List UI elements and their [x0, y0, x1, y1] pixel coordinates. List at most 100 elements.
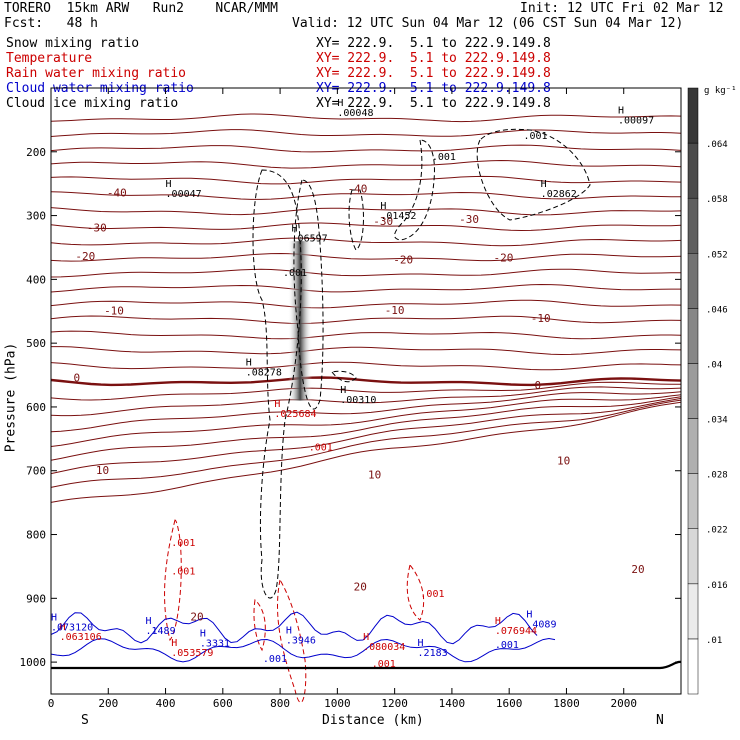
temperature-label: -20	[393, 253, 413, 266]
isotherm-line	[50, 386, 682, 417]
x-end-label-left: S	[81, 713, 89, 728]
rain-contour	[277, 578, 307, 703]
cloud-ice-contour	[252, 169, 302, 599]
colorbar-tick-label: .058	[706, 195, 728, 205]
colorbar-tick-label: .028	[706, 471, 728, 481]
isotherm-line	[50, 391, 682, 433]
contour-label: .001	[171, 538, 195, 549]
isotherm-line	[50, 175, 682, 185]
extremum-label: H .3331	[200, 629, 230, 650]
colorbar-unit: g kg⁻¹	[704, 86, 737, 96]
x-tick-label: 400	[156, 697, 176, 710]
cloud-ice-contour	[394, 139, 435, 241]
temperature-label: -40	[347, 183, 367, 196]
field-xy-cloud-ice: XY= 222.9. 5.1 to 222.9.149.8	[316, 96, 551, 111]
y-axis-label: Pressure (hPa)	[3, 342, 19, 453]
colorbar-tick-label: .034	[706, 416, 728, 426]
x-axis-label: Distance (km)	[322, 713, 424, 728]
extremum-label: H .00048	[337, 98, 373, 119]
contour-label: .001	[432, 152, 456, 163]
temperature-label: 20	[190, 611, 203, 624]
extremum-label: H .02862	[541, 179, 577, 200]
isotherm-line	[50, 361, 682, 371]
temperature-label: -10	[104, 304, 124, 317]
temperature-label: 10	[368, 468, 381, 481]
contour-label: .001	[309, 442, 333, 453]
temperature-label: -10	[531, 312, 551, 325]
field-name-snow: Snow mixing ratio	[6, 36, 140, 51]
y-tick-label: 700	[26, 465, 46, 478]
temperature-label: 0	[73, 371, 80, 384]
y-tick-label: 400	[26, 273, 46, 286]
ground-line	[51, 660, 682, 670]
colorbar-segment	[687, 418, 699, 474]
colorbar-tick-label: .04	[706, 360, 722, 370]
isotherm-line	[50, 283, 681, 293]
isotherm-line	[50, 397, 682, 475]
isotherm-line	[50, 113, 682, 123]
field-xy-temperature: XY= 222.9. 5.1 to 222.9.149.8	[316, 51, 551, 66]
plot-frame	[50, 87, 682, 695]
forecast-hour: Fcst: 48 h	[4, 16, 98, 31]
rain-contour	[253, 598, 266, 652]
temperature-label: -20	[75, 250, 95, 263]
extremum-label: H .073120	[51, 613, 93, 634]
y-tick-label: 300	[26, 210, 46, 223]
field-name-temperature: Temperature	[6, 51, 93, 66]
y-tick-label: 600	[26, 401, 46, 414]
y-tick-label: 500	[26, 337, 46, 350]
colorbar-segment	[687, 253, 699, 309]
contour-label: .001	[420, 589, 444, 600]
extremum-label: H .1489	[146, 616, 176, 637]
cloud-ice-contour	[293, 179, 324, 410]
isotherm-line	[50, 237, 682, 247]
isotherm-line	[50, 396, 682, 461]
cloud-water-contour	[50, 637, 556, 663]
isotherm-line	[50, 381, 682, 401]
x-tick-label: 1200	[381, 697, 408, 710]
temperature-label: -20	[494, 252, 514, 265]
isotherm-line	[50, 376, 682, 387]
colorbar-tick-label: .022	[706, 526, 728, 536]
extremum-label: H .08278	[246, 357, 282, 378]
colorbar-tick-label: .064	[706, 140, 728, 150]
x-end-label-right: N	[656, 713, 664, 728]
isotherm-line	[50, 222, 682, 232]
colorbar-segment	[687, 87, 699, 144]
colorbar-tick-label: .052	[706, 250, 728, 260]
extremum-label: H .063106	[60, 622, 102, 643]
field-xy-rain: XY= 222.9. 5.1 to 222.9.149.8	[316, 66, 551, 81]
x-tick-label: 800	[270, 697, 290, 710]
extremum-label: H .06597	[292, 224, 328, 245]
contour-label: .001	[372, 659, 396, 670]
contour-label: .001	[171, 567, 195, 578]
x-tick-label: 600	[213, 697, 233, 710]
temperature-label: -30	[373, 215, 393, 228]
colorbar-segment	[687, 583, 699, 640]
x-tick-label: 1000	[324, 697, 351, 710]
y-tick-label: 900	[26, 592, 46, 605]
rain-contour	[164, 519, 182, 642]
temperature-label: -40	[107, 186, 127, 199]
isotherm-line	[50, 399, 682, 488]
contour-label: .001	[283, 268, 307, 279]
isotherm-line	[50, 330, 682, 340]
field-xy-snow: XY= 222.9. 5.1 to 222.9.149.8	[316, 36, 551, 51]
y-tick-label: 1000	[20, 656, 47, 669]
isotherm-line	[50, 129, 682, 137]
colorbar-segment	[687, 473, 699, 529]
extremum-label: H .00047	[166, 179, 202, 200]
model-title: TORERO 15km ARW Run2 NCAR/MMM	[4, 1, 278, 16]
isotherm-line	[50, 394, 682, 447]
init-time: Init: 12 UTC Fri 02 Mar 12	[520, 1, 724, 16]
colorbar-tick-label: .016	[706, 581, 728, 591]
extremum-label: H .3946	[286, 625, 316, 646]
isotherm-line	[50, 207, 682, 216]
extremum-label: H .025684	[274, 399, 316, 420]
y-tick-label: 800	[26, 529, 46, 542]
isotherm-line	[50, 144, 682, 153]
cloud-ice-contour	[476, 128, 591, 221]
isotherm-line	[50, 299, 682, 309]
cloud-ice-contour	[331, 370, 357, 383]
